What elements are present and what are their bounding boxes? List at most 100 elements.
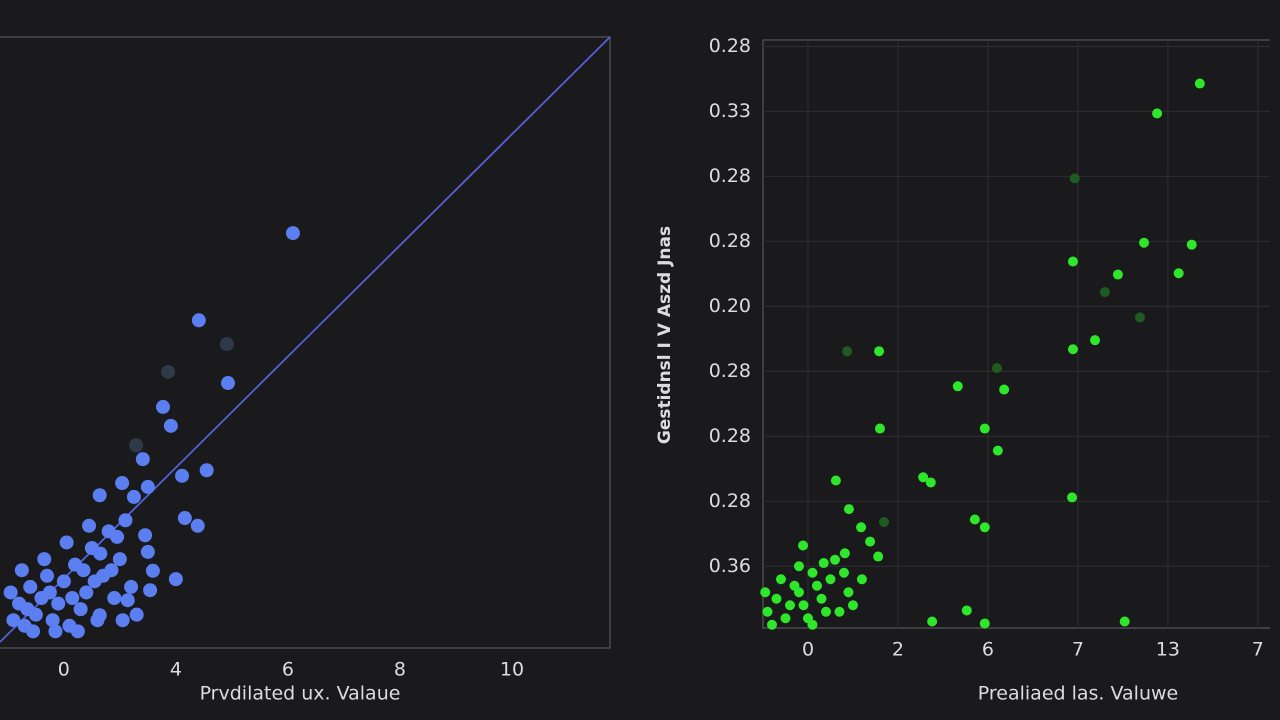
data-point: [807, 619, 818, 630]
data-point: [807, 567, 818, 578]
data-point: [161, 364, 176, 379]
data-point: [40, 568, 55, 583]
data-point: [834, 606, 845, 617]
data-point: [798, 600, 809, 611]
reference-line: [0, 36, 611, 643]
data-point: [45, 613, 60, 628]
data-point: [115, 613, 130, 628]
data-point: [37, 552, 52, 567]
data-point: [87, 574, 102, 589]
x-axis-label: Prealiaed las. Valuwe: [978, 683, 1178, 705]
data-point: [1067, 256, 1078, 267]
data-point: [76, 563, 91, 578]
data-point: [20, 602, 35, 617]
x-tick-label: 13: [1156, 639, 1180, 661]
x-tick-label: 8: [394, 659, 406, 681]
x-tick-label: 7: [1252, 639, 1264, 661]
data-point: [991, 363, 1002, 374]
data-point: [843, 587, 854, 598]
data-point: [825, 574, 836, 585]
data-point: [771, 593, 782, 604]
data-point: [784, 600, 795, 611]
x-tick-label: 6: [982, 639, 994, 661]
data-point: [842, 346, 853, 357]
y-tick-label: 0.28: [709, 360, 751, 382]
data-point: [6, 613, 21, 628]
data-point: [107, 591, 122, 606]
data-point: [129, 438, 144, 453]
data-point: [847, 600, 858, 611]
data-point: [124, 579, 139, 594]
y-tick-label: 0.28: [709, 35, 751, 57]
data-point: [793, 561, 804, 572]
data-point: [780, 613, 791, 624]
data-point: [110, 529, 125, 544]
data-point: [999, 384, 1010, 395]
data-point: [1067, 492, 1078, 503]
data-point: [1194, 78, 1205, 89]
data-point: [140, 479, 155, 494]
data-point: [843, 504, 854, 515]
data-point: [42, 585, 57, 600]
data-point: [92, 488, 107, 503]
data-point: [839, 548, 850, 559]
x-tick-label: 2: [892, 639, 904, 661]
data-point: [56, 574, 71, 589]
data-point: [219, 337, 234, 352]
data-point: [838, 567, 849, 578]
data-point: [927, 616, 938, 627]
data-point: [115, 476, 130, 491]
y-tick-label: 0.33: [709, 100, 751, 122]
y-tick-label: 0.28: [709, 230, 751, 252]
data-point: [23, 579, 38, 594]
data-point: [762, 606, 773, 617]
data-point: [760, 587, 771, 598]
data-point: [979, 423, 990, 434]
data-point: [874, 423, 885, 434]
data-point: [112, 552, 127, 567]
data-point: [156, 399, 171, 414]
data-point: [26, 624, 41, 639]
data-point: [992, 445, 1003, 456]
data-point: [1119, 616, 1130, 627]
data-point: [856, 522, 867, 533]
y-tick-label: 0.20: [709, 295, 751, 317]
data-point: [816, 593, 827, 604]
data-point: [798, 540, 809, 551]
data-point: [82, 518, 97, 533]
data-point: [775, 574, 786, 585]
data-point: [175, 468, 190, 483]
y-tick-label: 0.36: [709, 555, 751, 577]
data-point: [952, 381, 963, 392]
data-point: [59, 535, 74, 550]
data-point: [979, 618, 990, 629]
data-point: [126, 489, 141, 504]
data-point: [145, 563, 160, 578]
data-point: [14, 563, 29, 578]
data-point: [1090, 335, 1101, 346]
data-point: [961, 605, 972, 616]
y-tick-label: 0.28: [709, 490, 751, 512]
data-point: [925, 477, 936, 488]
y-tick-label: 0.28: [709, 165, 751, 187]
data-point: [93, 546, 108, 561]
data-point: [1186, 239, 1197, 250]
data-point: [856, 574, 867, 585]
data-point: [918, 472, 929, 483]
right-plot-frame: [762, 39, 1270, 629]
data-point: [1134, 312, 1145, 323]
data-point: [163, 418, 178, 433]
data-point: [874, 346, 885, 357]
data-point: [830, 475, 841, 486]
data-point: [820, 606, 831, 617]
x-tick-label: 4: [170, 659, 182, 681]
data-point: [1152, 108, 1163, 119]
x-tick-label: 0: [802, 639, 814, 661]
data-point: [811, 580, 822, 591]
data-point: [143, 583, 158, 598]
data-point: [1139, 237, 1150, 248]
data-point: [865, 536, 876, 547]
data-point: [73, 602, 88, 617]
data-point: [793, 587, 804, 598]
data-point: [766, 619, 777, 630]
